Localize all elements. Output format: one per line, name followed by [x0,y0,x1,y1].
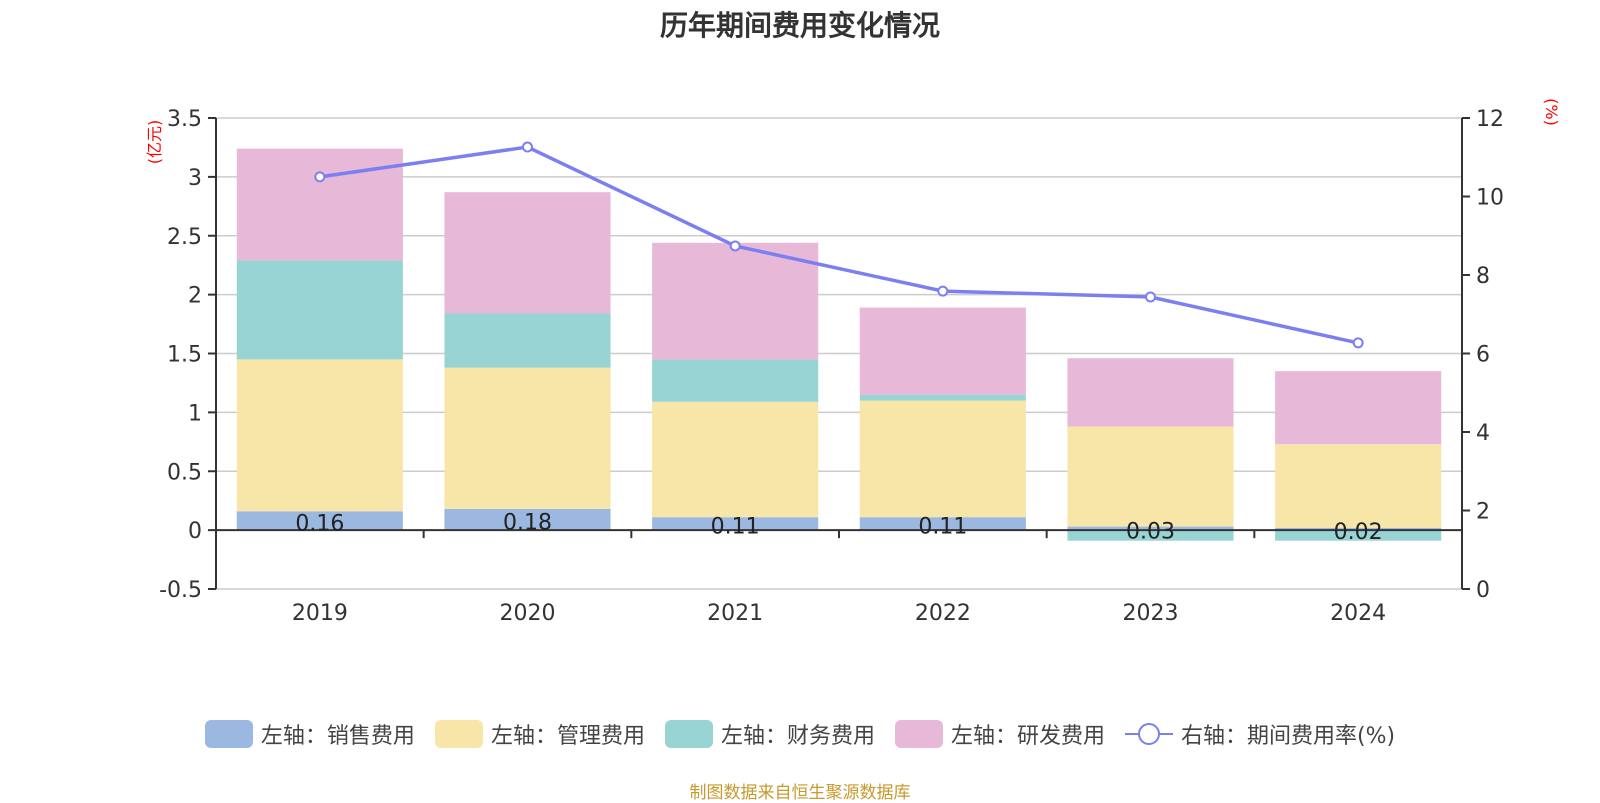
data-label: 0.18 [503,511,552,536]
legend-swatch-admin [434,720,483,748]
legend-label-sales: 左轴：销售费用 [260,724,415,749]
rate-line [314,141,1364,349]
left-axis-tick-label: 3 [188,166,202,191]
legend-item-rnd[interactable]: 左轴：研发费用 [894,718,1105,750]
legend-label-admin: 左轴：管理费用 [490,724,645,749]
source-footer: 制图数据来自恒生聚源数据库 [689,783,911,803]
bar-segment [1275,527,1442,531]
bar-segment [236,511,403,531]
right-axis-tick-label: 4 [1476,421,1490,446]
bar-segment [1067,530,1234,541]
rate-point [729,240,741,252]
bar-segment [444,313,611,368]
left-axis-tick-label: -0.5 [159,578,202,603]
legend-label-rate: 右轴：期间费用率(%) [1180,724,1396,749]
left-axis-tick-label: 2.5 [167,225,202,250]
bar-segment [444,367,611,509]
legend-item-rate[interactable]: 右轴：期间费用率(%) [1124,718,1396,750]
bar-segment [652,359,819,402]
rate-point [1352,337,1364,349]
bar-segment [1067,426,1234,527]
axes: 3.5 3 2.5 2 1.5 1 0.5 0 -0.5 12 10 8 6 4 2 0 (亿元) (%) 2019… [145,98,1561,626]
bar-segment [1275,371,1442,445]
x-axis-tick-label: 2019 [292,601,348,626]
right-axis-tick-label: 10 [1476,186,1504,211]
bar-segment [1067,526,1234,531]
data-label: 0.16 [295,512,344,537]
bars [236,148,1442,541]
line-circle-icon [1124,720,1173,748]
bar-segment [652,401,819,518]
bar-segment [859,394,1026,401]
x-axis-tick-label: 2020 [500,601,556,626]
bar-segment [652,242,819,360]
bar-segment [859,400,1026,518]
left-axis-tick-label: 0 [188,519,202,544]
bar-segment [859,307,1026,395]
data-label: 0.11 [711,515,760,540]
legend-swatch-sales [204,720,253,748]
left-axis-unit: (亿元) [145,120,164,165]
right-axis-unit: (%) [1542,98,1561,126]
legend-swatch-rnd [894,720,943,748]
right-axis-tick-label: 2 [1476,500,1490,525]
x-axis-tick-label: 2023 [1123,601,1179,626]
bar-segment [444,508,611,531]
legend-item-sales[interactable]: 左轴：销售费用 [204,718,415,750]
rate-point [522,141,533,153]
left-axis-tick-label: 3.5 [167,107,202,132]
bar-segment [236,148,403,261]
rate-line-path [319,145,1359,345]
legend: 左轴：销售费用 左轴：管理费用 左轴：财务费用 左轴：研发费用 右轴：期间费用率… [0,718,1600,750]
data-label: 0.02 [1334,520,1383,545]
data-label: 0.11 [918,515,967,540]
data-label: 0.03 [1126,519,1175,544]
right-axis-tick-label: 0 [1476,578,1490,603]
left-axis-tick-label: 1 [188,401,202,426]
bar-segment [1275,444,1442,528]
bar-segment [444,192,611,314]
rate-point [1145,291,1156,303]
x-axis-tick-label: 2024 [1330,601,1386,626]
legend-label-finance: 左轴：财务费用 [720,724,875,749]
chart-title: 历年期间费用变化情况 [659,9,940,42]
bar-segment [236,260,403,360]
bar-segment [236,359,403,512]
right-axis-tick-label: 6 [1476,343,1490,368]
x-axis-tick-label: 2021 [707,601,763,626]
bar-segment [1067,358,1234,427]
gridlines [216,117,1462,590]
legend-item-finance[interactable]: 左轴：财务费用 [664,718,875,750]
left-axis-tick-label: 2 [188,284,202,309]
bar-segment [1275,530,1442,541]
left-axis-tick-label: 1.5 [167,343,202,368]
bar-segment [859,517,1026,531]
rate-point [937,285,949,297]
right-axis-tick-label: 8 [1476,264,1490,289]
legend-label-rnd: 左轴：研发费用 [950,724,1105,749]
x-axis-tick-label: 2022 [915,601,971,626]
rate-point [314,171,326,183]
data-labels: 0.16 0.18 0.11 0.11 0.03 0.02 [295,511,1382,545]
bar-segment [652,517,819,531]
legend-swatch-finance [664,720,713,748]
left-axis-tick-label: 0.5 [167,460,202,485]
legend-item-admin[interactable]: 左轴：管理费用 [434,718,645,750]
right-axis-tick-label: 12 [1476,107,1504,132]
